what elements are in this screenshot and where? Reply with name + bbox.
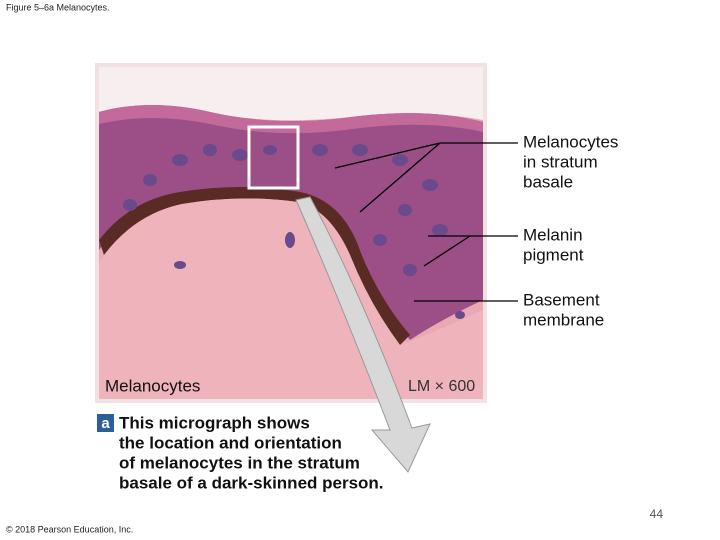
caption-line: basale of a dark-skinned person.: [119, 473, 384, 492]
caption-line: of melanocytes in the stratum: [119, 453, 360, 472]
image-label: Melanocytes: [105, 376, 200, 395]
part-letter-box: [97, 414, 114, 432]
leader-lines: [334, 142, 518, 302]
caption-line: the location and orientation: [119, 433, 342, 452]
callout-label: Basement: [523, 290, 600, 309]
copyright: © 2018 Pearson Education, Inc.: [6, 524, 133, 534]
callout-label: membrane: [523, 310, 604, 329]
micrograph: [95, 63, 487, 473]
callout-label: basale: [523, 172, 573, 191]
part-letter: a: [101, 415, 110, 432]
callout-label: in stratum: [523, 152, 598, 171]
magnification: LM × 600: [408, 378, 475, 395]
caption-line: This micrograph shows: [119, 413, 310, 432]
figure-title: Figure 5–6a Melanocytes.: [6, 2, 110, 12]
callout-label: Melanin: [523, 225, 583, 244]
callout-label: Melanocytes: [523, 132, 618, 151]
page-number: 44: [650, 507, 664, 521]
callout-label: pigment: [523, 245, 584, 264]
